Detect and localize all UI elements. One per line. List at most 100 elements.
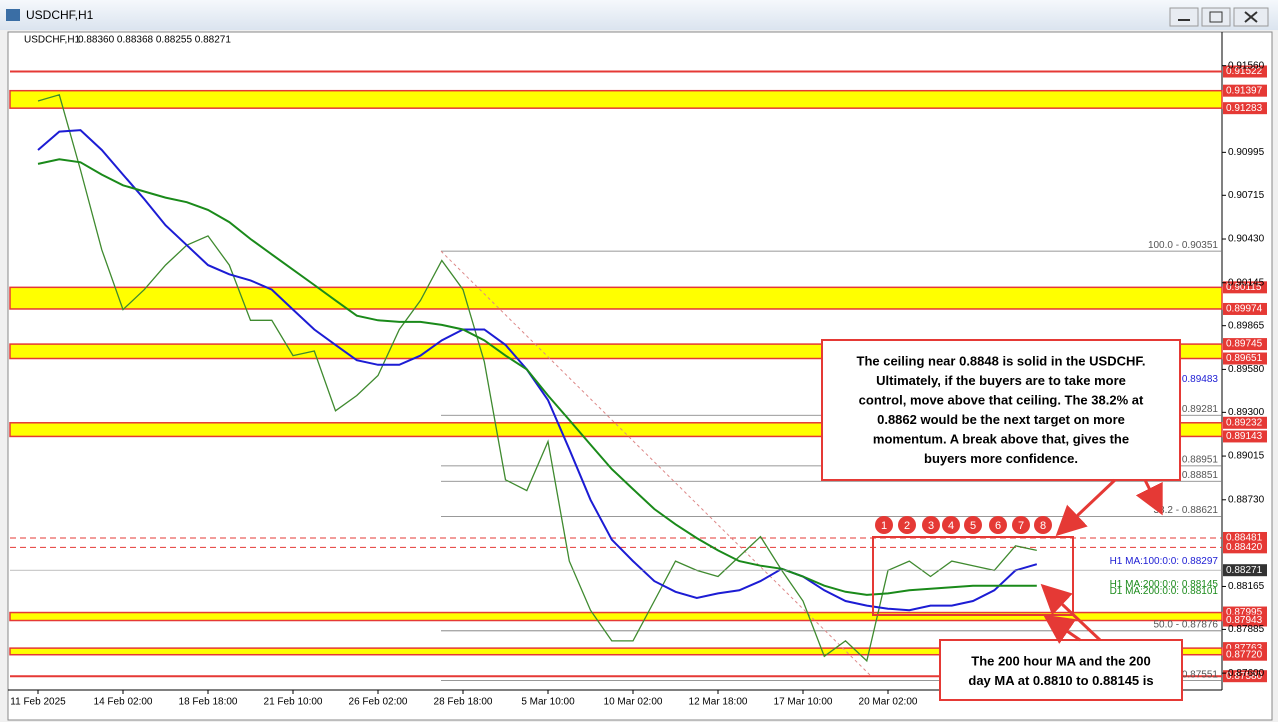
fib-label: 0.88851	[1182, 470, 1219, 481]
x-tick-label: 28 Feb 18:00	[434, 697, 493, 708]
swing-marker	[875, 516, 893, 534]
ma-label: 0.89483	[1182, 374, 1219, 385]
level-tag	[1223, 531, 1267, 544]
swing-marker-label: 8	[1040, 520, 1046, 532]
annotation-text: 0.8862 would be the next target on more	[877, 412, 1125, 427]
swing-marker	[1034, 516, 1052, 534]
arrow	[1135, 479, 1163, 516]
level-tag-label: 0.90115	[1226, 282, 1262, 293]
level-tag	[1223, 614, 1267, 627]
level-tag-label: 0.87720	[1226, 649, 1263, 660]
x-tick-label: 20 Mar 02:00	[859, 697, 918, 708]
swing-marker	[942, 516, 960, 534]
y-tick-label: 0.91560	[1228, 60, 1265, 71]
level-tag	[1223, 302, 1267, 315]
series-line	[37, 129, 1038, 612]
level-tag	[1223, 102, 1267, 115]
current-price-label: 0.88271	[1226, 565, 1263, 576]
title-bar	[0, 0, 1278, 30]
x-tick-label: 21 Feb 10:00	[264, 697, 323, 708]
series-line	[37, 93, 1037, 663]
level-tag-label: 0.87943	[1226, 615, 1263, 626]
x-tick-label: 14 Feb 02:00	[94, 697, 153, 708]
level-tag	[1223, 648, 1267, 661]
y-tick-label: 0.89300	[1228, 407, 1265, 418]
arrow	[1055, 478, 1117, 537]
x-tick-label: 5 Mar 10:00	[521, 697, 575, 708]
fib-trend-line	[440, 250, 871, 676]
fib-label: 38.2 - 0.88621	[1154, 505, 1219, 516]
minimize-button[interactable]	[1169, 7, 1199, 27]
y-tick-label: 0.87600	[1228, 668, 1265, 679]
swing-marker	[898, 516, 916, 534]
level-tag-label: 0.89974	[1226, 304, 1263, 315]
swing-marker-label: 6	[995, 520, 1001, 532]
level-tag-label: 0.87995	[1226, 607, 1263, 618]
arrow	[1040, 583, 1102, 642]
y-tick-label: 0.90715	[1228, 190, 1265, 201]
swing-marker-label: 4	[948, 520, 954, 532]
level-tag	[1223, 84, 1267, 97]
ma-label: H1 MA:200:0:0: 0.88145	[1110, 579, 1219, 590]
y-tick-label: 0.89580	[1228, 364, 1265, 375]
annotation-text: buyers more confidence.	[924, 451, 1078, 466]
swing-marker-label: 1	[881, 520, 887, 532]
level-tag-label: 0.91283	[1226, 103, 1263, 114]
annotation-text: The 200 hour MA and the 200	[971, 653, 1150, 668]
ma-label: H1 MA:100:0:0: 0.88297	[1110, 556, 1219, 567]
level-tag-label: 0.88420	[1226, 542, 1263, 553]
fib-label: 0.88951	[1182, 455, 1219, 466]
annotation-text: day MA at 0.8810 to 0.88145 is	[968, 673, 1153, 688]
support-zone	[9, 286, 1223, 310]
arrow	[1043, 614, 1081, 644]
level-tag	[1223, 352, 1267, 365]
level-tag	[1223, 416, 1267, 429]
annotation-text: Ultimately, if the buyers are to take mo…	[876, 373, 1126, 388]
x-tick-label: 12 Mar 18:00	[689, 697, 748, 708]
annotation-text: control, move above that ceiling. The 38…	[859, 392, 1144, 407]
current-price-tag	[1223, 564, 1267, 577]
x-tick-label: 18 Feb 18:00	[179, 697, 238, 708]
level-tag-label: 0.89745	[1226, 339, 1263, 350]
annotation-text: The ceiling near 0.8848 is solid in the …	[857, 353, 1146, 368]
level-tag	[1223, 541, 1267, 554]
window-title: USDCHF,H1	[26, 8, 94, 22]
swing-marker-label: 5	[970, 520, 976, 532]
level-tag	[1223, 430, 1267, 443]
swing-marker-label: 2	[904, 520, 910, 532]
swing-marker	[922, 516, 940, 534]
level-tag	[1223, 338, 1267, 351]
chart-header: USDCHF,H1	[24, 35, 81, 46]
maximize-icon	[1209, 11, 1223, 23]
y-tick-label: 0.87885	[1228, 624, 1265, 635]
y-tick-label: 0.90145	[1228, 277, 1265, 288]
fib-label: 50.0 - 0.87876	[1154, 619, 1219, 630]
level-tag-label: 0.87580	[1226, 671, 1263, 682]
support-zone	[9, 611, 1223, 622]
y-tick-label: 0.89865	[1228, 320, 1265, 331]
level-tag-label: 0.89651	[1226, 353, 1263, 364]
x-tick-label: 17 Mar 10:00	[774, 697, 833, 708]
level-tag-label: 0.87763	[1226, 643, 1263, 654]
ma-label: D1 MA:200:0:0: 0.88101	[1110, 586, 1219, 597]
x-tick-label: 11 Feb 2025	[10, 697, 66, 708]
level-tag	[1223, 670, 1267, 683]
level-tag-label: 0.89232	[1226, 417, 1263, 428]
range-box	[872, 536, 1074, 616]
swing-marker	[989, 516, 1007, 534]
level-tag	[1223, 65, 1267, 78]
level-tag-label: 0.89143	[1226, 431, 1263, 442]
fib-label: 0.89281	[1182, 404, 1219, 415]
series-line	[37, 158, 1037, 596]
ohlc-values: 0.88360 0.88368 0.88255 0.88271	[78, 35, 231, 46]
level-tag-label: 0.88481	[1226, 533, 1263, 544]
app-icon	[6, 9, 20, 21]
y-tick-label: 0.88165	[1228, 581, 1265, 592]
level-tag-label: 0.91522	[1226, 66, 1263, 77]
close-icon	[1244, 11, 1258, 23]
y-tick-label: 0.90430	[1228, 234, 1265, 245]
y-tick-label: 0.89015	[1228, 451, 1265, 462]
swing-marker-label: 3	[928, 520, 934, 532]
maximize-button[interactable]	[1201, 7, 1231, 27]
annotation-box	[821, 339, 1181, 481]
